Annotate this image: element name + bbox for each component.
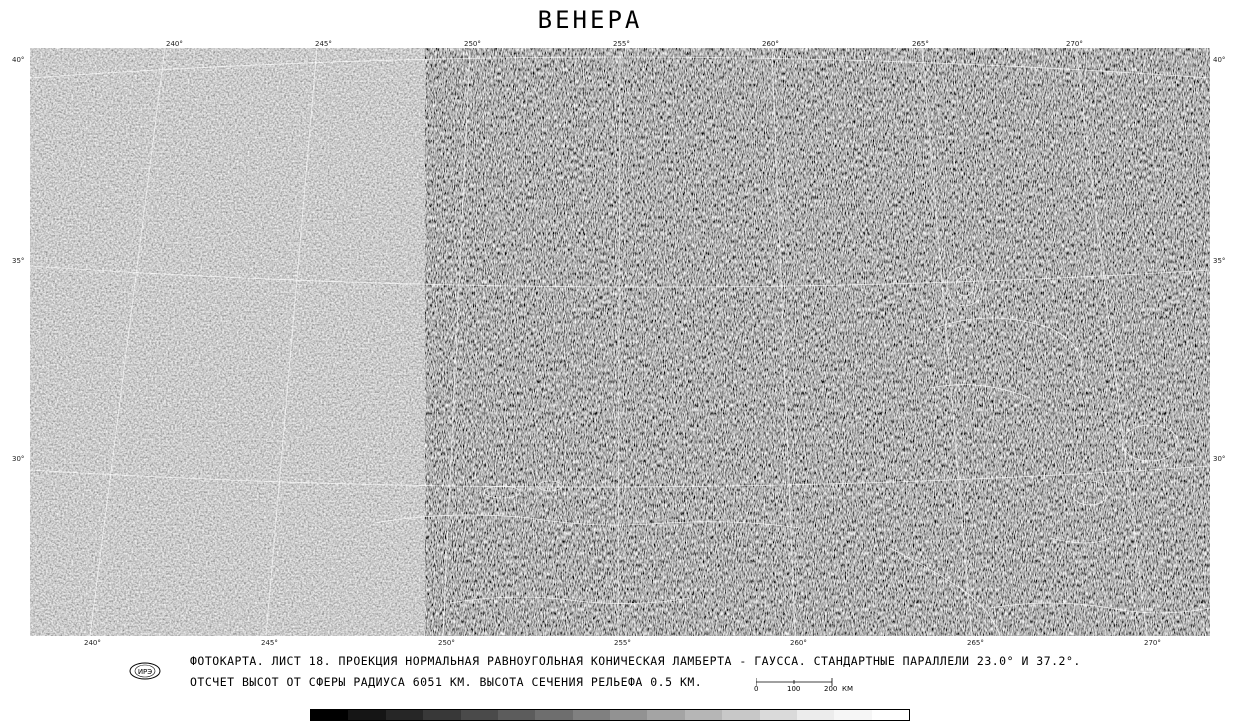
- lon-label-top: 250°: [464, 40, 481, 48]
- legend-swatch: [535, 710, 573, 720]
- caption-line-1: ФОТОКАРТА. ЛИСТ 18. ПРОЕКЦИЯ НОРМАЛЬНАЯ …: [190, 654, 1081, 668]
- scale-unit: КМ: [842, 685, 854, 693]
- caption-line-2: ОТСЧЕТ ВЫСОТ ОТ СФЕРЫ РАДИУСА 6051 КМ. В…: [190, 675, 703, 689]
- legend-swatch: [610, 710, 648, 720]
- lon-label-top: 240°: [166, 40, 183, 48]
- lon-label-bottom: 255°: [614, 639, 631, 647]
- legend-swatch: [722, 710, 760, 720]
- legend-swatch: [385, 710, 424, 720]
- lon-label-bottom: 265°: [967, 639, 984, 647]
- lon-label-top: 255°: [613, 40, 630, 48]
- scale-label: 100: [787, 685, 801, 693]
- legend-swatch: [497, 710, 536, 720]
- map-svg: [30, 48, 1210, 636]
- lon-label-top: 270°: [1066, 40, 1083, 48]
- legend-swatch: [572, 710, 610, 720]
- radar-strips-light: [30, 48, 1210, 636]
- grayscale-legend-bar: [310, 709, 910, 721]
- legend-swatch: [759, 710, 797, 720]
- relief-contours: [374, 265, 1210, 636]
- logo-text: ИРЭ: [138, 668, 152, 676]
- legend-swatch: [834, 710, 872, 720]
- lon-label-top: 260°: [762, 40, 779, 48]
- radar-strips-dark: [425, 48, 1210, 636]
- scale-bar: 0 100 200 КМ: [752, 678, 854, 698]
- legend-swatch: [684, 710, 723, 720]
- radar-mosaic-map: [30, 48, 1210, 636]
- legend-swatch: [647, 710, 685, 720]
- legend-swatch: [460, 710, 498, 720]
- lat-label-left: 35°: [12, 257, 25, 265]
- logo-emblem: ИРЭ: [128, 661, 162, 681]
- lat-label-right: 35°: [1213, 257, 1226, 265]
- lon-label-bottom: 245°: [261, 639, 278, 647]
- logo-svg: ИРЭ: [129, 662, 161, 680]
- lon-label-bottom: 250°: [438, 639, 455, 647]
- scale-label: 0: [754, 685, 759, 693]
- lon-label-bottom: 240°: [84, 639, 101, 647]
- lon-label-bottom: 270°: [1144, 639, 1161, 647]
- lat-label-right: 40°: [1213, 56, 1226, 64]
- legend-swatch: [423, 710, 461, 720]
- legend-swatch: [796, 710, 835, 720]
- lat-label-right: 30°: [1213, 455, 1226, 463]
- lon-label-top: 245°: [315, 40, 332, 48]
- graticule: [30, 48, 1210, 636]
- legend-swatch: [348, 710, 386, 720]
- lon-label-top: 265°: [912, 40, 929, 48]
- lat-label-left: 30°: [12, 455, 25, 463]
- legend-swatch: [311, 710, 349, 720]
- scale-bar-line: [756, 678, 833, 686]
- map-title: ВЕНЕРА: [537, 6, 643, 34]
- legend-swatch: [871, 710, 909, 720]
- scale-label: 200: [824, 685, 838, 693]
- lon-label-bottom: 260°: [790, 639, 807, 647]
- lat-label-left: 40°: [12, 56, 25, 64]
